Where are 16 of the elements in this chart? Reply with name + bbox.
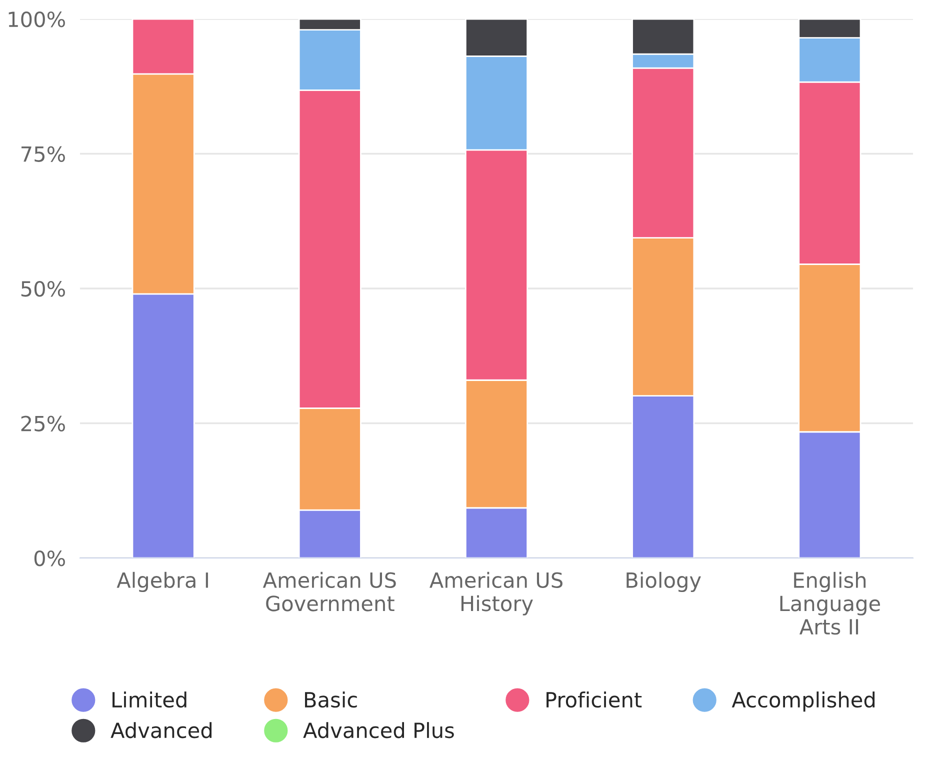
- legend-label: Basic: [305, 692, 357, 708]
- x-tick-label: Biology: [626, 572, 701, 592]
- legend-label: Accomplished: [732, 692, 875, 712]
- y-tick-label: 25%: [21, 416, 65, 432]
- legend-label: Advanced: [110, 722, 212, 738]
- legend-label: Proficient: [546, 692, 642, 708]
- y-tick-label: 0%: [34, 550, 65, 566]
- y-tick-label: 50%: [21, 280, 65, 297]
- x-tick-label: American US History: [430, 572, 562, 616]
- y-tick-label: 100%: [8, 11, 65, 28]
- x-tick-label: American US Government: [262, 572, 396, 612]
- legend-label: Advanced Plus: [303, 722, 454, 738]
- x-tick-label: English Language Arts II: [780, 572, 880, 635]
- y-tick-label: 75%: [22, 146, 65, 162]
- x-tick-label: Algebra I: [116, 572, 208, 592]
- legend-label: Limited: [112, 692, 186, 708]
